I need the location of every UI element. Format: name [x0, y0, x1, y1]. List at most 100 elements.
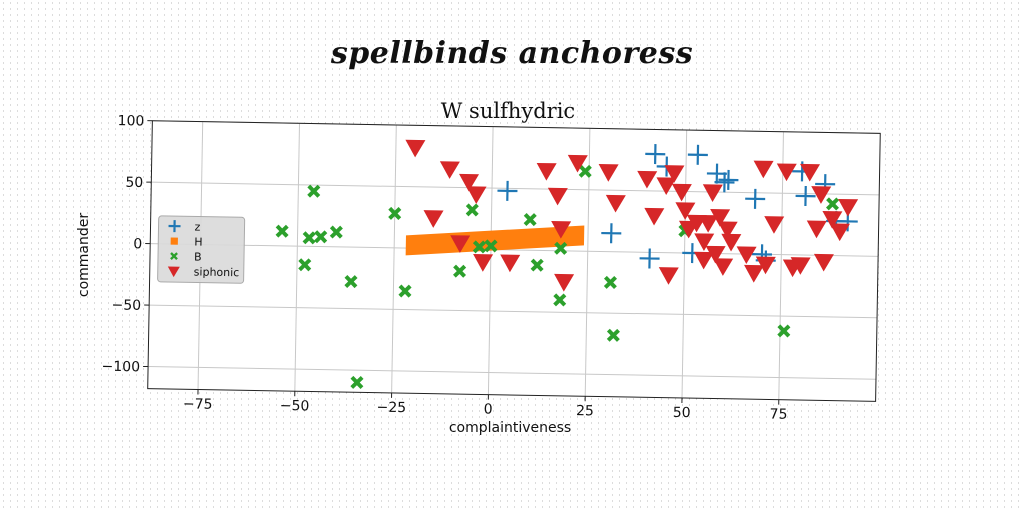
- triangle_down-marker: [598, 164, 619, 182]
- chart-title: W sulfhydric: [441, 99, 575, 123]
- x-gridline: [778, 131, 784, 400]
- x-marker: [578, 164, 592, 178]
- x-marker: [825, 197, 840, 211]
- x-tick-label: 75: [769, 407, 787, 423]
- triangle_down-marker: [637, 170, 658, 189]
- x-marker: [553, 293, 567, 307]
- x-marker: [530, 258, 544, 272]
- triangle_down-marker: [664, 165, 685, 183]
- triangle_down-marker: [829, 223, 850, 242]
- triangle_down-marker: [675, 202, 696, 220]
- plot-frame: [147, 120, 881, 402]
- triangle_down-marker: [536, 162, 557, 181]
- plus-marker: [795, 186, 816, 207]
- triangle_down-marker: [439, 161, 460, 179]
- x-marker: [398, 284, 412, 298]
- triangle_down-marker: [710, 209, 731, 227]
- plus-marker: [718, 169, 739, 190]
- x-marker: [298, 258, 312, 272]
- x-gridline: [294, 123, 301, 392]
- y-axis-label: commander: [76, 213, 92, 297]
- triangle_down-marker: [547, 187, 568, 206]
- triangle_down-marker: [473, 254, 494, 272]
- triangle_down-marker: [776, 163, 797, 182]
- y-tick-label: −50: [111, 297, 141, 314]
- x-gridline: [487, 126, 494, 395]
- triangle_down-marker: [806, 220, 827, 239]
- triangle_down-marker: [656, 177, 677, 196]
- series-siphonic: [405, 139, 859, 292]
- x-marker: [453, 264, 467, 278]
- triangle_down-marker: [811, 186, 832, 204]
- legend-label-b: B: [194, 250, 202, 263]
- legend-marker-siphonic: [167, 266, 180, 278]
- x-marker: [465, 203, 479, 217]
- x-marker: [777, 324, 791, 338]
- legend-marker-b: [170, 252, 178, 261]
- triangle_down-marker: [694, 233, 715, 251]
- triangle_down-marker: [744, 264, 765, 283]
- triangle_down-marker: [554, 273, 575, 292]
- legend-marker-h: [170, 237, 178, 245]
- x-marker: [523, 212, 537, 227]
- triangle_down-marker: [790, 257, 811, 275]
- x-tick-label: 0: [484, 402, 493, 418]
- y-gridline: [148, 366, 876, 380]
- ticks: −75 −50 −25 0 25 50 75 −100 −50 0 50 100: [101, 113, 787, 423]
- triangle_down-marker: [466, 186, 487, 204]
- x-marker: [554, 241, 568, 255]
- y-tick-label: 0: [133, 236, 142, 252]
- triangle_down-marker: [764, 216, 785, 234]
- triangle_down-marker: [450, 235, 471, 253]
- x-marker: [344, 274, 358, 289]
- legend-label-siphonic: siphonic: [194, 265, 240, 279]
- plus-marker: [714, 172, 735, 193]
- triangle_down-marker: [702, 184, 723, 202]
- triangle_down-marker: [721, 233, 742, 252]
- triangle_down-marker: [459, 173, 480, 192]
- triangle_down-marker: [822, 210, 843, 229]
- triangle_down-marker: [405, 139, 426, 158]
- triangle_down-marker: [551, 220, 572, 239]
- triangle_down-marker: [698, 214, 719, 233]
- plus-marker: [601, 223, 622, 244]
- x-marker: [329, 225, 343, 239]
- x-tick-label: −50: [280, 398, 310, 415]
- triangle_down-marker: [813, 253, 834, 272]
- x-marker: [275, 224, 289, 238]
- plus-marker: [639, 248, 660, 269]
- y-gridline: [149, 304, 878, 319]
- triangle_down-marker: [838, 198, 859, 217]
- x-marker: [603, 275, 617, 289]
- x-marker: [484, 239, 498, 253]
- triangle_down-marker: [705, 245, 726, 264]
- figure-supertitle: spellbinds anchoress: [330, 36, 694, 71]
- y-tick-label: 50: [125, 175, 143, 191]
- y-tick-label: 100: [117, 113, 144, 129]
- x-marker: [314, 230, 328, 244]
- legend-label-z: z: [194, 220, 200, 233]
- triangle_down-marker: [644, 207, 665, 226]
- legend-marker-z: [168, 220, 181, 233]
- x-tick-label: 25: [576, 403, 594, 419]
- x-marker: [307, 184, 321, 198]
- x-gridline: [391, 124, 397, 393]
- triangle_down-marker: [736, 246, 757, 265]
- data-marks: [275, 139, 859, 390]
- plus-marker: [497, 180, 518, 201]
- x-tick-label: −25: [376, 400, 406, 417]
- x-marker: [388, 206, 402, 221]
- y-tick-label: −100: [101, 359, 140, 376]
- triangle_down-marker: [671, 183, 692, 202]
- triangle_down-marker: [423, 210, 444, 228]
- x-gridline: [681, 130, 688, 398]
- series-b: [275, 164, 840, 390]
- plus-marker: [687, 144, 708, 165]
- x-tick-label: 50: [673, 405, 691, 421]
- x-axis-label: complaintiveness: [449, 420, 571, 436]
- x-marker: [472, 240, 486, 254]
- plus-marker: [745, 188, 766, 209]
- x-marker: [302, 231, 316, 245]
